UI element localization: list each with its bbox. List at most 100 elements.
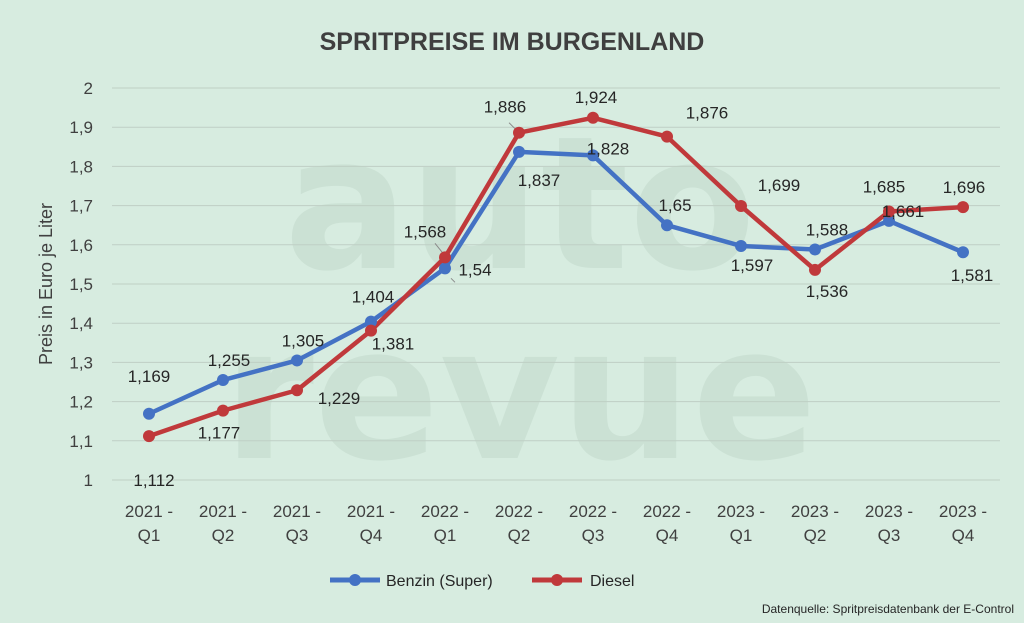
- data-point-diesel: [291, 384, 303, 397]
- gridlines: [112, 87, 1000, 481]
- data-label-benzin: 1,255: [208, 351, 251, 370]
- legend-label-benzin: Benzin (Super): [386, 573, 493, 590]
- legend-marker-benzin: [349, 574, 361, 586]
- data-point-diesel: [809, 263, 821, 276]
- legend: Benzin (Super) Diesel: [330, 573, 634, 590]
- x-tick-label: Q4: [360, 526, 383, 545]
- leader-lines: [434, 122, 516, 283]
- series-line-diesel: [146, 115, 966, 439]
- data-point-benzin: [217, 374, 229, 387]
- y-tick-label: 1,2: [69, 393, 93, 412]
- leader-line: [434, 243, 444, 254]
- watermark-line2: revue: [223, 286, 817, 502]
- source-note: Datenquelle: Spritpreisdatenbank der E-C…: [762, 602, 1014, 616]
- x-tick-label: 2023 -: [865, 502, 913, 521]
- data-label-benzin: 1,828: [587, 139, 630, 158]
- x-tick-label: Q4: [952, 526, 975, 545]
- data-point-benzin: [587, 149, 599, 162]
- x-tick-label: 2021 -: [199, 502, 247, 521]
- x-tick-label: 2022 -: [643, 502, 691, 521]
- y-tick-label: 1,6: [69, 236, 93, 255]
- x-tick-label: Q2: [804, 526, 827, 545]
- data-label-benzin: 1,661: [882, 202, 925, 221]
- legend-item-benzin[interactable]: Benzin (Super): [330, 573, 493, 590]
- y-tick-label: 1,5: [69, 275, 93, 294]
- y-tick-label: 2: [84, 79, 93, 98]
- series-points: [143, 111, 969, 443]
- data-label-diesel: 1,536: [806, 282, 849, 301]
- y-axis-label: Preis in Euro je Liter: [36, 203, 56, 365]
- data-point-benzin: [143, 407, 155, 420]
- x-tick-label: 2023 -: [939, 502, 987, 521]
- x-tick-label: 2023 -: [717, 502, 765, 521]
- data-point-benzin: [883, 214, 895, 227]
- data-point-benzin: [735, 239, 747, 252]
- x-tick-label: Q2: [212, 526, 235, 545]
- data-label-benzin: 1,305: [282, 331, 325, 350]
- data-point-diesel: [883, 205, 895, 218]
- data-point-diesel: [365, 324, 377, 337]
- data-label-benzin: 1,581: [951, 266, 994, 285]
- data-label-benzin: 1,169: [128, 367, 171, 386]
- legend-marker-diesel: [551, 574, 563, 586]
- x-tick-label: Q1: [730, 526, 753, 545]
- data-label-diesel: 1,685: [863, 177, 906, 196]
- data-label-benzin: 1,597: [731, 256, 774, 275]
- data-point-diesel: [439, 251, 451, 264]
- x-tick-label: Q1: [138, 526, 161, 545]
- x-tick-label: Q4: [656, 526, 679, 545]
- data-point-diesel: [957, 201, 969, 214]
- data-label-diesel: 1,924: [575, 88, 618, 107]
- data-point-benzin: [439, 262, 451, 275]
- data-labels: 1,169 1,255 1,305 1,404 1,54 1,837 1,828 1,65 1,…: [128, 88, 994, 490]
- y-tick-label: 1,3: [69, 353, 93, 372]
- data-point-benzin: [957, 246, 969, 259]
- y-axis-ticks: 1 1,1 1,2 1,3 1,4 1,5 1,6 1,7 1,8 1,9 2: [69, 79, 93, 490]
- x-tick-label: 2021 -: [347, 502, 395, 521]
- x-tick-label: Q3: [286, 526, 309, 545]
- data-label-benzin: 1,54: [458, 260, 491, 279]
- data-label-diesel: 1,696: [943, 178, 986, 197]
- y-tick-label: 1,9: [69, 118, 93, 137]
- x-tick-label: Q1: [434, 526, 457, 545]
- legend-item-diesel[interactable]: Diesel: [532, 573, 634, 590]
- chart-title: SPRITPREISE IM BURGENLAND: [320, 28, 705, 56]
- series-lines: [146, 115, 966, 439]
- data-label-benzin: 1,588: [806, 221, 849, 240]
- series-line-benzin: [146, 149, 966, 417]
- data-point-diesel: [513, 126, 525, 139]
- data-point-diesel: [735, 199, 747, 212]
- data-label-benzin: 1,404: [352, 288, 395, 307]
- x-tick-label: 2023 -: [791, 502, 839, 521]
- data-point-diesel: [217, 404, 229, 417]
- data-label-diesel: 1,177: [198, 424, 241, 443]
- y-tick-label: 1,8: [69, 157, 93, 176]
- x-tick-label: Q2: [508, 526, 531, 545]
- x-tick-label: 2021 -: [125, 502, 173, 521]
- data-label-benzin: 1,837: [518, 171, 561, 190]
- leader-line: [508, 122, 516, 130]
- data-point-benzin: [513, 145, 525, 158]
- data-label-benzin: 1,65: [658, 196, 691, 215]
- y-tick-label: 1: [84, 471, 93, 490]
- data-label-diesel: 1,568: [404, 222, 447, 241]
- legend-label-diesel: Diesel: [590, 573, 634, 590]
- x-tick-label: 2021 -: [273, 502, 321, 521]
- data-label-diesel: 1,381: [372, 335, 415, 354]
- data-point-diesel: [661, 130, 673, 143]
- data-point-benzin: [365, 315, 377, 328]
- data-label-diesel: 1,229: [318, 389, 361, 408]
- data-point-benzin: [291, 354, 303, 367]
- x-tick-label: Q3: [878, 526, 901, 545]
- x-tick-label: 2022 -: [569, 502, 617, 521]
- leader-line: [450, 277, 456, 283]
- y-tick-label: 1,1: [69, 432, 93, 451]
- x-axis-ticks: 2021 - Q1 2021 - Q2 2021 - Q3 2021 - Q4 2022 - Q1…: [125, 502, 987, 545]
- data-point-diesel: [587, 111, 599, 124]
- y-tick-label: 1,4: [69, 314, 93, 333]
- x-tick-label: 2022 -: [421, 502, 469, 521]
- data-point-diesel: [143, 430, 155, 443]
- data-label-diesel: 1,876: [686, 104, 729, 123]
